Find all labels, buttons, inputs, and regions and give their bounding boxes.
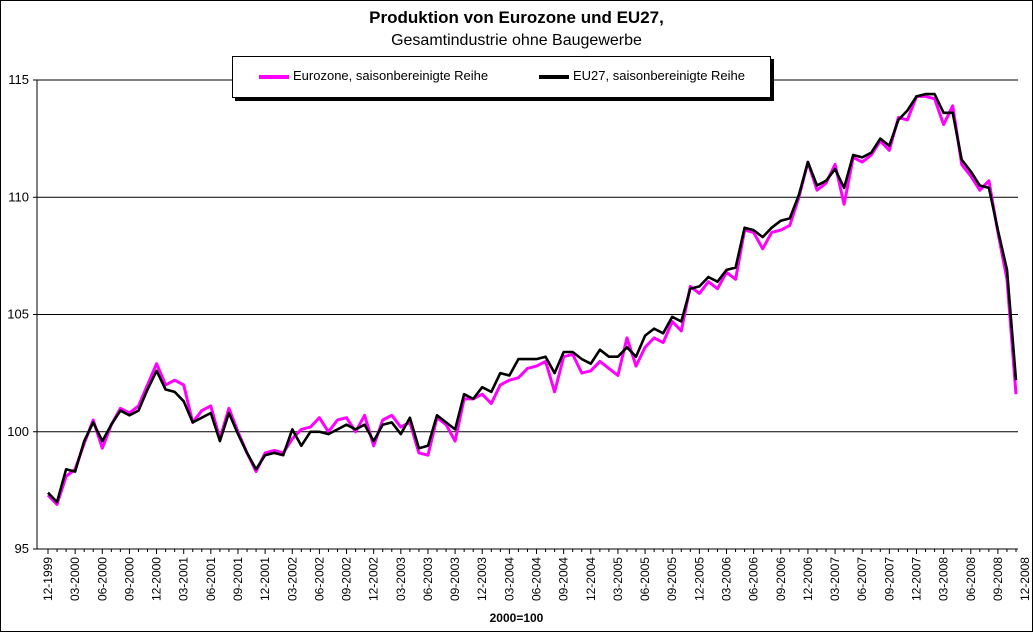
- x-tick-label: 09-2001: [231, 557, 245, 601]
- y-tick-label: 115: [8, 72, 29, 87]
- x-tick-label: 12-2004: [584, 557, 598, 601]
- x-tick-label: 06-2005: [638, 557, 652, 601]
- y-tick-label: 105: [7, 307, 29, 322]
- x-tick-label: 06-2002: [312, 557, 326, 601]
- x-tick-label: 12-2008: [1018, 557, 1032, 601]
- x-tick-label: 03-2004: [502, 557, 516, 601]
- legend-swatch-eu27: [539, 75, 569, 79]
- series-line-eu27: [47, 92, 1018, 504]
- x-tick-label: 12-2000: [150, 557, 164, 601]
- x-tick-label: 09-2008: [991, 557, 1005, 601]
- x-tick-label: 06-2007: [855, 557, 869, 601]
- x-tick-label: 06-2001: [204, 557, 218, 601]
- legend-swatch-eurozone: [259, 75, 289, 79]
- x-tick-label: 03-2007: [828, 557, 842, 601]
- x-tick-label: 06-2000: [95, 557, 109, 601]
- x-tick-label: 09-2000: [122, 557, 136, 601]
- x-tick-label: 06-2003: [421, 557, 435, 601]
- x-tick-label: 09-2005: [665, 557, 679, 601]
- x-tick-label: 12-1999: [41, 557, 55, 601]
- x-axis-note: 2000=100: [489, 611, 544, 625]
- x-tick-label: 03-2001: [177, 557, 191, 601]
- x-tick-label: 06-2004: [530, 557, 544, 601]
- x-tick-label: 06-2006: [747, 557, 761, 601]
- y-tick-label: 110: [8, 189, 29, 204]
- x-tick-label: 03-2002: [285, 557, 299, 601]
- chart-title: Produktion von Eurozone und EU27,: [369, 8, 664, 27]
- chart-subtitle: Gesamtindustrie ohne Baugewerbe: [391, 32, 642, 49]
- y-tick-label: 95: [15, 541, 29, 556]
- x-tick-label: 09-2004: [557, 557, 571, 601]
- legend-label-eu27: EU27, saisonbereinigte Reihe: [573, 68, 745, 83]
- x-tick-label: 12-2007: [909, 557, 923, 601]
- legend-label-eurozone: Eurozone, saisonbereinigte Reihe: [293, 68, 489, 83]
- legend: Eurozone, saisonbereinigte Reihe EU27, s…: [232, 56, 771, 98]
- y-tick-label: 100: [7, 424, 29, 439]
- x-tick-label: 03-2003: [394, 557, 408, 601]
- x-tick-label: 09-2003: [448, 557, 462, 601]
- x-tick-label: 12-2006: [801, 557, 815, 601]
- x-tick-label: 03-2008: [937, 557, 951, 601]
- series-line-eurozone: [46, 94, 1018, 506]
- x-tick-label: 12-2001: [258, 557, 272, 601]
- x-tick-label: 12-2005: [692, 557, 706, 601]
- x-tick-label: 03-2000: [68, 557, 82, 601]
- x-tick-label: 09-2007: [882, 557, 896, 601]
- x-tick-label: 12-2002: [367, 557, 381, 601]
- x-tick-label: 09-2006: [774, 557, 788, 601]
- x-tick-label: 12-2003: [475, 557, 489, 601]
- x-tick-label: 03-2005: [611, 557, 625, 601]
- x-tick-label: 03-2006: [720, 557, 734, 601]
- x-tick-label: 06-2008: [964, 557, 978, 601]
- x-tick-label: 09-2002: [340, 557, 354, 601]
